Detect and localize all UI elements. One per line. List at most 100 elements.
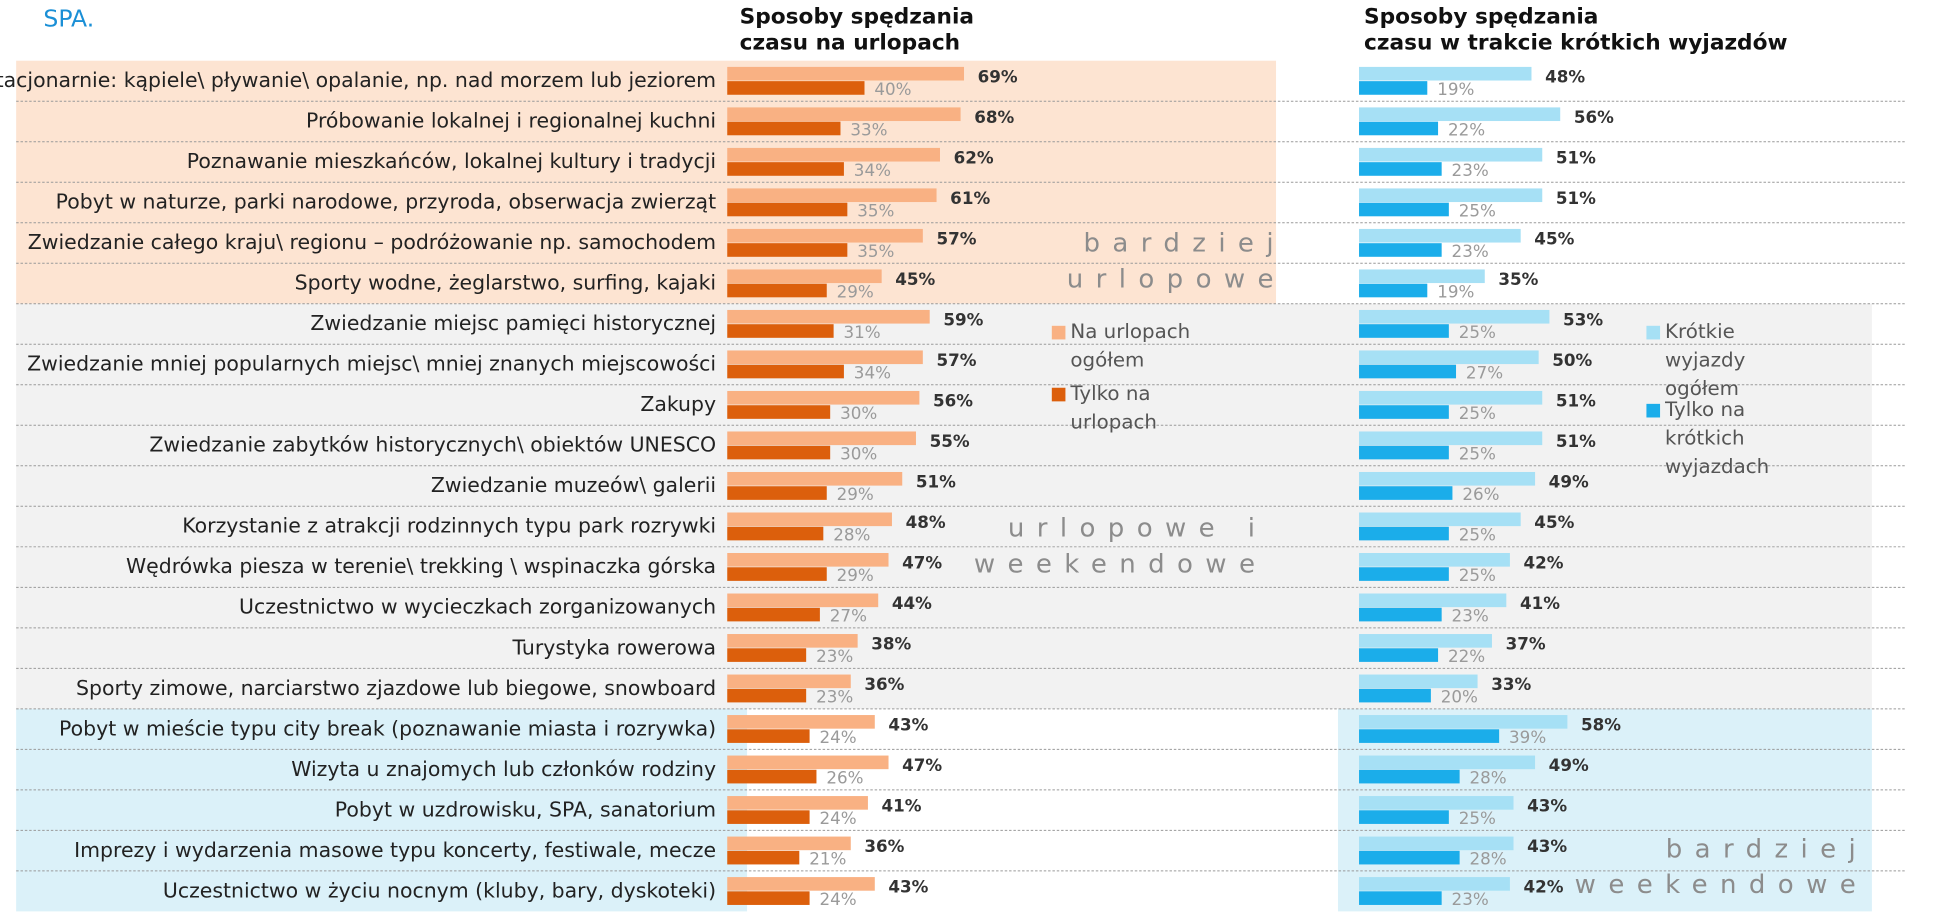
bar-total bbox=[727, 593, 879, 608]
bar-total bbox=[1359, 755, 1536, 770]
panel-title-box: Sposoby spędzania czasu na urlopach bbox=[739, 4, 975, 56]
category-label: Poznawanie mieszkańców, lokalnej kultury… bbox=[187, 149, 716, 173]
value-label: 23% bbox=[1452, 241, 1489, 261]
value-label: 19% bbox=[1437, 79, 1474, 99]
group-label-box: bardziej weekendowe bbox=[1575, 834, 1856, 900]
bar-only bbox=[727, 202, 848, 217]
value-label: 25% bbox=[1459, 525, 1496, 545]
category-label: Pobyt w uzdrowisku, SPA, sanatorium bbox=[335, 797, 716, 821]
bar-only bbox=[1359, 810, 1449, 824]
bar-only bbox=[727, 81, 865, 95]
value-label: 25% bbox=[1459, 444, 1496, 464]
value-label: 43% bbox=[1527, 836, 1567, 856]
value-label: 35% bbox=[857, 241, 894, 261]
bar-total bbox=[727, 188, 937, 203]
bar-only bbox=[1359, 850, 1460, 865]
legend-label: Tylko na krótkich wyjazdach bbox=[1665, 397, 1770, 479]
value-label: 34% bbox=[854, 160, 891, 180]
value-label: 20% bbox=[1441, 687, 1478, 707]
value-label: 42% bbox=[1524, 553, 1564, 573]
value-label: 59% bbox=[943, 310, 983, 330]
value-label: 23% bbox=[816, 646, 853, 666]
bar-total bbox=[1359, 107, 1561, 122]
bar-only bbox=[1359, 891, 1442, 905]
legend-label-box: Na urlopach ogółem bbox=[1070, 319, 1191, 372]
value-label: 24% bbox=[820, 808, 857, 828]
bar-only bbox=[727, 769, 817, 784]
bar-total bbox=[727, 390, 920, 405]
bar-only bbox=[727, 283, 827, 298]
value-label: 30% bbox=[840, 444, 877, 464]
panel-title: Sposoby spędzania czasu na urlopach bbox=[739, 4, 975, 56]
bar-total bbox=[1359, 634, 1492, 648]
bar-total bbox=[727, 107, 961, 122]
bar-only bbox=[727, 688, 807, 703]
bar-only bbox=[727, 405, 831, 419]
value-label: 51% bbox=[1556, 431, 1596, 451]
value-label: 43% bbox=[888, 715, 928, 735]
value-label: 57% bbox=[936, 350, 976, 370]
bar-only bbox=[1359, 202, 1449, 217]
value-label: 41% bbox=[882, 796, 922, 816]
bar-total bbox=[727, 350, 923, 365]
bar-total bbox=[1359, 836, 1514, 851]
bar-only bbox=[1359, 729, 1500, 743]
bar-only bbox=[727, 243, 848, 257]
value-label: 51% bbox=[916, 472, 956, 492]
bar-total bbox=[1359, 269, 1485, 284]
category-label: Turystyka rowerowa bbox=[512, 635, 717, 659]
value-label: 39% bbox=[1509, 727, 1546, 747]
bar-total bbox=[727, 512, 892, 527]
bar-total bbox=[727, 228, 923, 243]
group-label: bardziej urlopowe bbox=[1066, 227, 1286, 294]
bar-only bbox=[1359, 648, 1439, 662]
value-label: 48% bbox=[906, 512, 946, 532]
bar-only bbox=[1359, 121, 1439, 136]
bar-total bbox=[1359, 796, 1514, 810]
legend-swatch bbox=[1051, 387, 1066, 402]
category-label: Imprezy i wydarzenia masowe typu koncert… bbox=[74, 838, 716, 862]
category-label: Sporty zimowe, narciarstwo zjazdowe lub … bbox=[76, 676, 716, 700]
bar-total bbox=[727, 309, 930, 324]
value-label: 55% bbox=[930, 431, 970, 451]
bar-total bbox=[1359, 471, 1536, 486]
category-label: Zwiedzanie muzeów\ galerii bbox=[431, 473, 716, 497]
bar-only bbox=[727, 486, 827, 500]
bar-total bbox=[1359, 593, 1507, 608]
value-label: 19% bbox=[1437, 281, 1474, 301]
legend-label: Na urlopach ogółem bbox=[1070, 319, 1191, 372]
category-label: Zwiedzanie całego kraju\ regionu – podró… bbox=[28, 230, 716, 254]
bar-only bbox=[1359, 526, 1449, 541]
category-label: Zwiedzanie mniej popularnych miejsc\ mni… bbox=[27, 352, 716, 376]
value-label: 25% bbox=[1459, 808, 1496, 828]
value-label: 36% bbox=[864, 674, 904, 694]
bar-total bbox=[1359, 877, 1510, 891]
value-label: 23% bbox=[1452, 606, 1489, 626]
bar-total bbox=[727, 796, 868, 810]
bar-total bbox=[727, 471, 903, 486]
bar-only bbox=[1359, 283, 1428, 298]
value-label: 47% bbox=[902, 553, 942, 573]
value-label: 51% bbox=[1556, 188, 1596, 208]
value-label: 23% bbox=[1452, 889, 1489, 909]
bar-only bbox=[727, 850, 800, 865]
bar-only bbox=[1359, 162, 1442, 176]
value-label: 27% bbox=[830, 606, 867, 626]
legend-label: Tylko na urlopach bbox=[1070, 381, 1157, 434]
bar-only bbox=[1359, 688, 1431, 703]
value-label: 33% bbox=[1491, 674, 1531, 694]
value-label: 40% bbox=[874, 79, 911, 99]
bar-total bbox=[727, 553, 889, 567]
group-label: urlopowe i weekendowe bbox=[973, 512, 1268, 579]
value-label: 53% bbox=[1563, 310, 1603, 330]
value-label: 25% bbox=[1459, 322, 1496, 342]
value-label: 28% bbox=[1470, 849, 1507, 869]
bar-total bbox=[727, 674, 851, 689]
value-label: 25% bbox=[1459, 200, 1496, 220]
bar-only bbox=[1359, 486, 1453, 500]
bar-total bbox=[727, 836, 851, 851]
value-label: 31% bbox=[844, 322, 881, 342]
bar-only bbox=[1359, 769, 1460, 784]
legend-label: Krótkie wyjazdy ogółem bbox=[1665, 319, 1746, 401]
